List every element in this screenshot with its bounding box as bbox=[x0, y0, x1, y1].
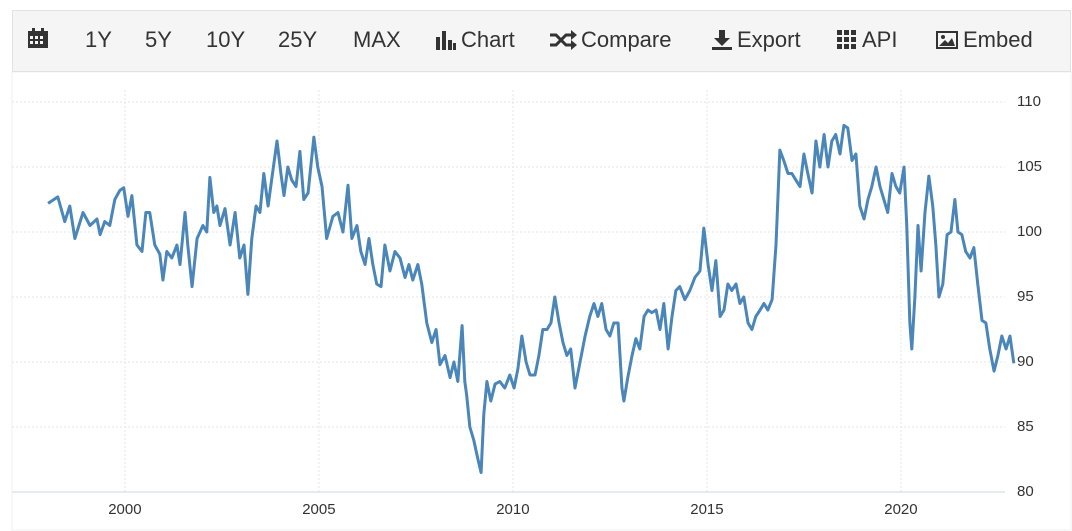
range-1y[interactable]: 1Y bbox=[85, 27, 112, 53]
label: Export bbox=[737, 27, 801, 52]
x-tick-label: 2010 bbox=[496, 501, 529, 518]
api-icon bbox=[837, 30, 856, 49]
label: Chart bbox=[461, 27, 515, 52]
y-tick-label: 85 bbox=[1017, 418, 1034, 435]
y-tick-label: 110 bbox=[1017, 93, 1041, 110]
label: Embed bbox=[963, 27, 1033, 52]
embed-icon bbox=[936, 31, 958, 49]
range-max[interactable]: MAX bbox=[353, 27, 401, 53]
api-button[interactable]: API bbox=[836, 27, 897, 53]
x-tick-label: 2020 bbox=[884, 501, 917, 518]
chart-icon bbox=[436, 31, 456, 50]
compare-icon bbox=[550, 30, 577, 50]
y-tick-label: 80 bbox=[1017, 483, 1034, 500]
range-25y[interactable]: 25Y bbox=[278, 27, 317, 53]
label: 5Y bbox=[145, 27, 172, 52]
x-tick-label: 2005 bbox=[302, 501, 335, 518]
label: 25Y bbox=[278, 27, 318, 52]
chart-button[interactable]: Chart bbox=[435, 27, 515, 53]
label: Compare bbox=[581, 27, 672, 52]
data-line bbox=[47, 123, 1016, 474]
export-icon bbox=[712, 30, 732, 50]
y-tick-label: 105 bbox=[1017, 158, 1042, 175]
range-5y[interactable]: 5Y bbox=[145, 27, 172, 53]
range-10y[interactable]: 10Y bbox=[206, 27, 245, 53]
label: 10Y bbox=[206, 27, 246, 52]
label: MAX bbox=[353, 27, 401, 52]
label: 1Y bbox=[85, 27, 112, 52]
embed-button[interactable]: Embed bbox=[935, 27, 1033, 53]
label: API bbox=[862, 27, 898, 52]
toolbar: 1Y 5Y 10Y 25Y MAX Chart Compare Export A… bbox=[12, 10, 1071, 72]
y-tick-label: 95 bbox=[1017, 288, 1034, 305]
compare-button[interactable]: Compare bbox=[549, 27, 671, 53]
calendar-icon bbox=[28, 28, 48, 48]
calendar-button[interactable] bbox=[27, 27, 53, 49]
x-tick-label: 2000 bbox=[108, 501, 141, 518]
x-tick-label: 2015 bbox=[690, 501, 723, 518]
y-tick-label: 90 bbox=[1017, 353, 1034, 370]
y-tick-label: 100 bbox=[1017, 223, 1042, 240]
chart-frame bbox=[11, 71, 1072, 531]
export-button[interactable]: Export bbox=[711, 27, 801, 53]
